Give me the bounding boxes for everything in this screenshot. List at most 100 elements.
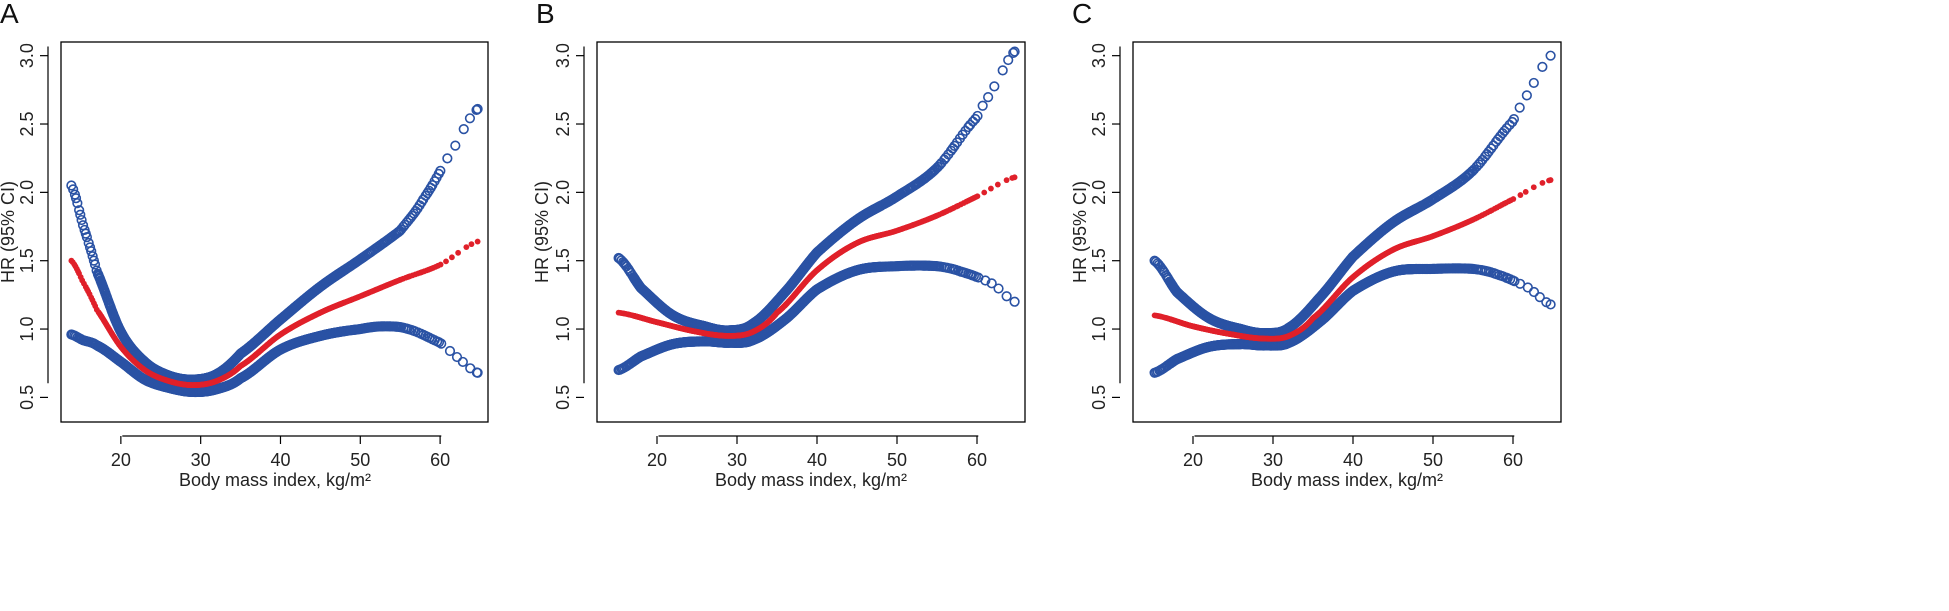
x-tick-label: 30 xyxy=(1263,450,1283,470)
y-tick-label: 1.0 xyxy=(1089,317,1109,342)
upper-ci-point xyxy=(471,104,482,116)
upper-ci-point xyxy=(420,190,431,201)
hr-point xyxy=(981,189,988,196)
panel-c: C Body mass index, kg/m² HR (95% CI) 20 3… xyxy=(1070,0,1562,490)
upper-ci-point xyxy=(76,214,87,226)
upper-ci-point xyxy=(86,246,97,257)
upper-ci-point xyxy=(1486,143,1497,154)
upper-ci-point xyxy=(70,193,82,204)
upper-ci-point xyxy=(970,113,981,125)
upper-ci-point xyxy=(1528,77,1539,89)
y-tick-label: 1.5 xyxy=(17,248,37,273)
upper-ci-point xyxy=(1499,125,1510,137)
y-tick-label: 1.5 xyxy=(1089,248,1109,273)
panel-label: C xyxy=(1072,0,1092,29)
upper-ci-point xyxy=(81,232,92,243)
y-tick-label: 2.5 xyxy=(1089,111,1109,136)
hr-point xyxy=(974,193,981,200)
x-tick-label: 20 xyxy=(647,450,667,470)
tick-group: 20 30 40 50 600.51.01.52.02.53.0 xyxy=(1089,43,1523,470)
y-tick-label: 3.0 xyxy=(553,43,573,68)
x-tick-label: 20 xyxy=(111,450,131,470)
upper-ci-point xyxy=(442,153,453,164)
hr-point xyxy=(443,258,449,265)
upper-ci-point xyxy=(1009,46,1020,57)
upper-ci-point xyxy=(450,140,461,151)
y-tick-label: 2.5 xyxy=(553,111,573,136)
hr-point xyxy=(1530,184,1537,191)
y-tick-label: 1.5 xyxy=(553,248,573,273)
lower-ci-point xyxy=(457,356,468,368)
tick-group: 20 30 40 50 600.51.01.52.02.53.0 xyxy=(553,43,987,470)
hr-point xyxy=(1522,189,1529,195)
x-tick-label: 30 xyxy=(727,450,747,470)
x-tick-label: 50 xyxy=(350,450,370,470)
lower-ci-point xyxy=(433,337,445,348)
x-tick-label: 60 xyxy=(430,450,450,470)
upper-ci-point xyxy=(1008,47,1019,58)
hr-point xyxy=(437,261,444,268)
lower-ci-point xyxy=(472,367,483,378)
panel-label: B xyxy=(536,0,555,29)
lower-ci-point xyxy=(1001,291,1012,302)
upper-ci-point xyxy=(72,198,83,209)
upper-ci-point xyxy=(1521,90,1532,101)
y-tick-label: 0.5 xyxy=(17,385,37,410)
upper-ci-point xyxy=(422,188,433,199)
upper-ci-point xyxy=(989,81,1000,92)
upper-ci-point xyxy=(1003,54,1014,66)
hr-point xyxy=(449,254,455,261)
hr-point xyxy=(988,185,994,192)
y-tick-label: 2.0 xyxy=(1089,180,1109,205)
plot-frame xyxy=(1132,41,1562,423)
y-axis-title: HR (95% CI) xyxy=(532,181,552,283)
x-tick-label: 50 xyxy=(1423,450,1443,470)
hr-point xyxy=(455,249,462,256)
upper-ci-point xyxy=(983,92,994,103)
hr-point xyxy=(1517,192,1524,198)
series-group xyxy=(66,103,483,398)
y-tick-label: 2.5 xyxy=(17,111,37,136)
panel-label: A xyxy=(0,0,19,29)
upper-ci-point xyxy=(977,100,988,111)
y-tick-label: 2.0 xyxy=(17,180,37,205)
series-group xyxy=(613,46,1020,376)
hr-point xyxy=(1011,174,1018,181)
hr-point xyxy=(474,238,481,245)
hr-point xyxy=(468,241,475,248)
upper-ci-point xyxy=(1545,50,1556,61)
x-tick-label: 40 xyxy=(807,450,827,470)
hr-point xyxy=(1003,177,1010,184)
hr-point xyxy=(994,181,1001,188)
x-tick-label: 50 xyxy=(887,450,907,470)
lower-ci-point xyxy=(451,351,463,363)
x-axis-title: Body mass index, kg/m² xyxy=(1251,470,1443,490)
x-tick-label: 60 xyxy=(967,450,987,470)
lower-ci-point xyxy=(1009,296,1020,307)
y-tick-label: 3.0 xyxy=(1089,43,1109,68)
y-tick-label: 0.5 xyxy=(553,385,573,410)
upper-ci-point xyxy=(89,259,101,270)
lower-ci-point xyxy=(444,345,456,357)
hr-point xyxy=(1539,180,1546,186)
x-tick-label: 40 xyxy=(270,450,290,470)
plot-frame xyxy=(596,41,1026,423)
x-axis-title: Body mass index, kg/m² xyxy=(715,470,907,490)
hr-point xyxy=(1510,196,1517,202)
upper-ci-point xyxy=(68,184,79,195)
y-tick-label: 2.0 xyxy=(553,180,573,205)
panel-a: A Body mass index, kg/m² HR (95% CI) 20 3… xyxy=(0,0,489,490)
x-axis-title: Body mass index, kg/m² xyxy=(179,470,371,490)
x-tick-label: 40 xyxy=(1343,450,1363,470)
series-group xyxy=(1149,50,1556,378)
x-tick-label: 60 xyxy=(1503,450,1523,470)
upper-ci-point xyxy=(74,205,85,216)
upper-ci-point xyxy=(1537,61,1548,72)
y-axis-title: HR (95% CI) xyxy=(0,181,18,283)
hr-point xyxy=(463,244,470,251)
plot-frame xyxy=(60,41,489,423)
panel-b: B Body mass index, kg/m² HR (95% CI) 20 3… xyxy=(532,0,1026,490)
upper-ci-point xyxy=(997,65,1008,76)
y-axis-title: HR (95% CI) xyxy=(1070,181,1090,283)
upper-ci-point xyxy=(1508,113,1520,125)
